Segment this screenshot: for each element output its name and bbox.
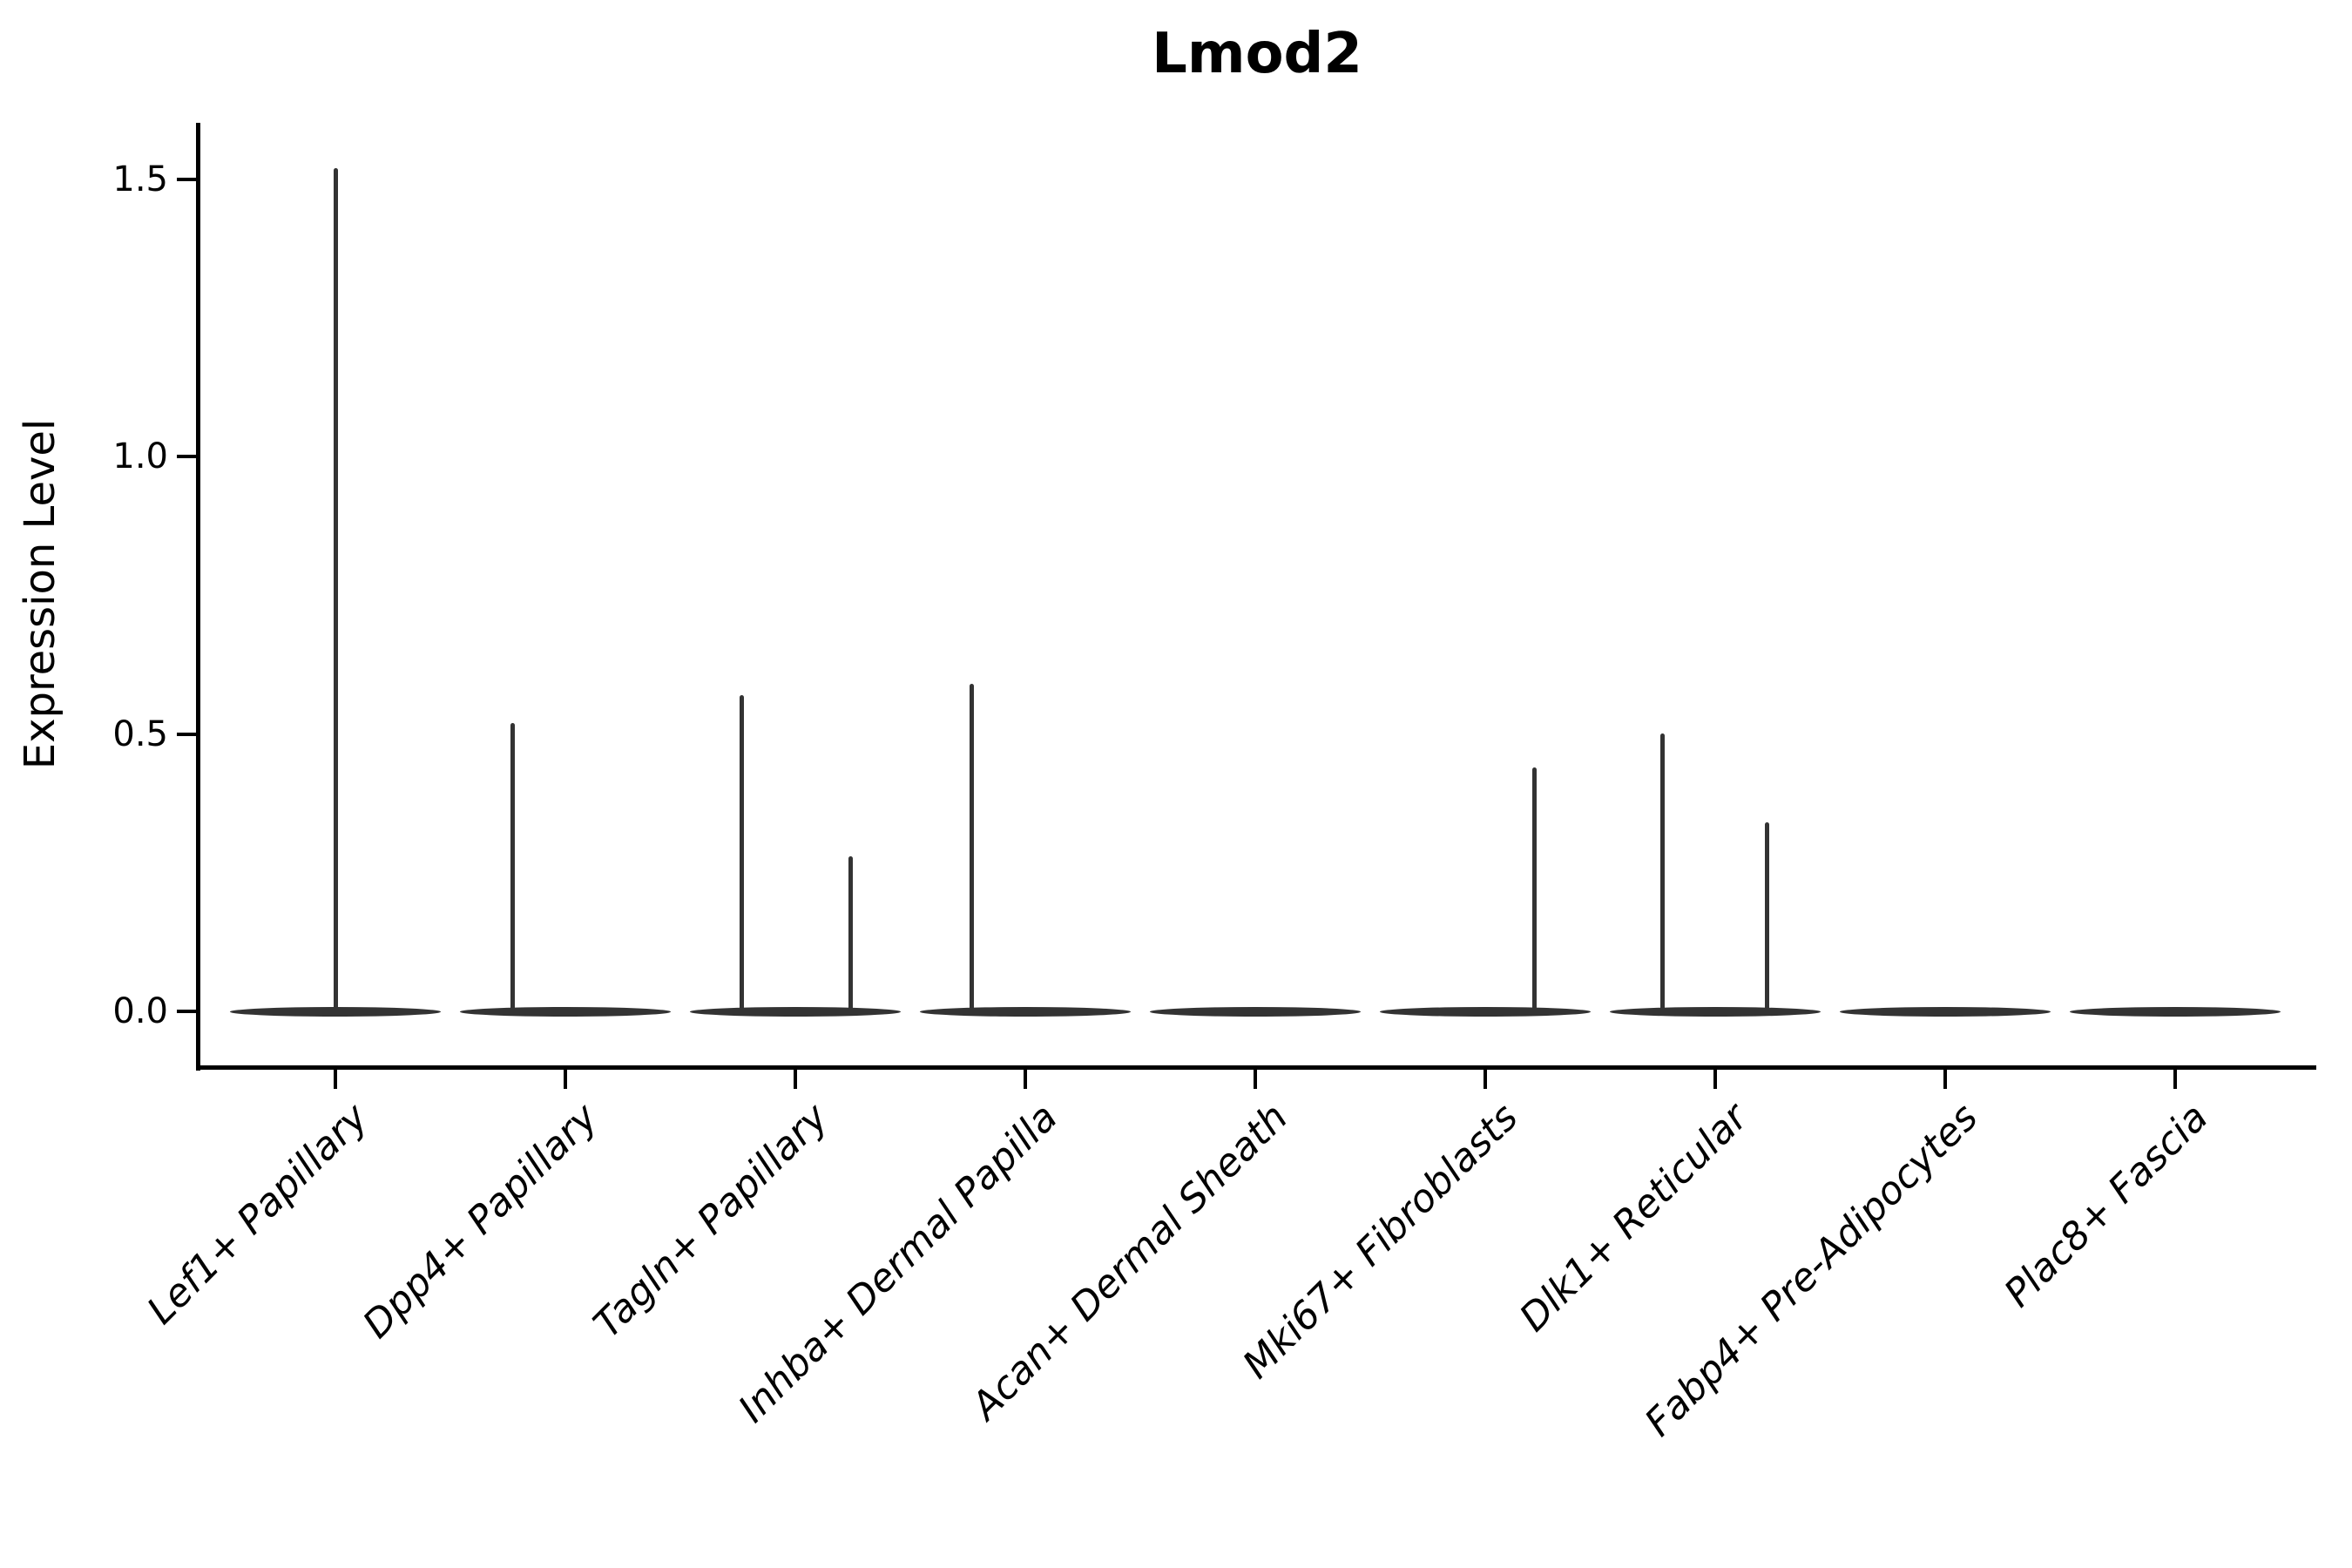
- y-tick-label: 0.0: [112, 991, 168, 1031]
- y-tick-mark: [177, 177, 196, 181]
- violin-spike: [848, 856, 853, 1011]
- violin-baseline: [2070, 1006, 2281, 1017]
- violin-spike: [1765, 822, 1769, 1011]
- x-tick-mark: [1943, 1070, 1947, 1089]
- violin-spike: [1660, 733, 1665, 1011]
- x-tick-label: Tagln+ Papillary: [585, 1095, 837, 1347]
- y-tick-mark: [177, 455, 196, 458]
- violin-baseline: [920, 1006, 1131, 1017]
- violin-spike: [740, 695, 744, 1011]
- y-axis-line: [196, 123, 200, 1071]
- violin-baseline: [230, 1006, 441, 1017]
- x-tick-mark: [1024, 1070, 1027, 1089]
- violin-baseline: [1380, 1006, 1591, 1017]
- violin-spike: [334, 168, 338, 1011]
- x-tick-label: Dpp4+ Papillary: [355, 1095, 607, 1348]
- x-tick-mark: [794, 1070, 797, 1089]
- violin-baseline: [1610, 1006, 1821, 1017]
- violin-spike: [970, 684, 974, 1011]
- x-tick-mark: [1254, 1070, 1257, 1089]
- violin-spike: [510, 723, 515, 1011]
- x-tick-label: Plac8+ Fascia: [1995, 1095, 2217, 1316]
- violin-spike: [1532, 767, 1537, 1011]
- x-tick-mark: [334, 1070, 337, 1089]
- violin-baseline: [690, 1006, 901, 1017]
- chart-title: Lmod2: [1152, 22, 1362, 86]
- x-tick-label: Lef1+ Papillary: [139, 1095, 377, 1334]
- x-tick-mark: [1713, 1070, 1717, 1089]
- x-axis-line: [196, 1065, 2316, 1070]
- y-tick-label: 1.5: [112, 159, 168, 199]
- x-tick-mark: [2173, 1070, 2177, 1089]
- x-tick-mark: [1484, 1070, 1487, 1089]
- x-tick-label: Dlk1+ Reticular: [1511, 1095, 1757, 1341]
- violin-baseline: [1840, 1006, 2051, 1017]
- y-tick-label: 0.5: [112, 713, 168, 754]
- violin-baseline: [1150, 1006, 1361, 1017]
- y-tick-mark: [177, 732, 196, 736]
- y-tick-label: 1.0: [112, 436, 168, 476]
- y-tick-mark: [177, 1010, 196, 1013]
- x-tick-mark: [564, 1070, 567, 1089]
- violin-baseline: [460, 1006, 671, 1017]
